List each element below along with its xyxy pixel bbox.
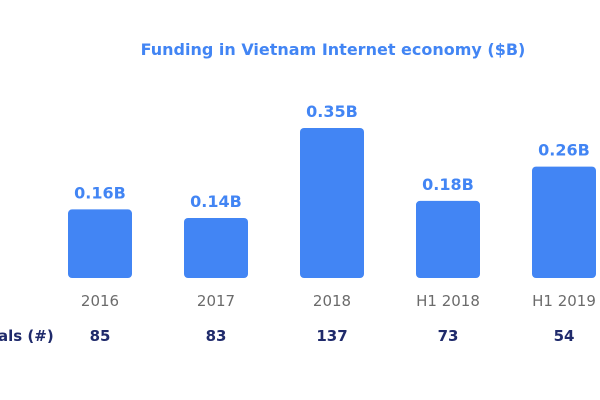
bar-1 (184, 218, 248, 278)
data-label-4: 0.26B (538, 141, 590, 160)
data-labels-group: 0.16B 0.14B 0.35B 0.18B 0.26B (74, 102, 590, 211)
bars-group (68, 128, 596, 278)
deals-value-3: 73 (438, 327, 459, 345)
data-label-1: 0.14B (190, 192, 242, 211)
bar-0 (68, 209, 132, 278)
x-tick-label-2: 2018 (313, 292, 351, 310)
deals-row-label: als (#) (0, 327, 54, 345)
x-tick-label-0: 2016 (81, 292, 119, 310)
x-tick-labels-group: 2016 2017 2018 H1 2018 H1 2019 (81, 292, 596, 310)
x-tick-label-4: H1 2019 (532, 292, 596, 310)
x-tick-label-1: 2017 (197, 292, 235, 310)
data-label-2: 0.35B (306, 102, 358, 121)
deals-value-0: 85 (90, 327, 111, 345)
data-label-3: 0.18B (422, 175, 474, 194)
x-tick-label-3: H1 2018 (416, 292, 480, 310)
bar-4 (532, 166, 596, 278)
deals-values-group: 85 83 137 73 54 (90, 327, 575, 345)
deals-value-1: 83 (206, 327, 227, 345)
bar-2 (300, 128, 364, 278)
deals-value-4: 54 (554, 327, 575, 345)
bar-3 (416, 200, 480, 278)
deals-value-2: 137 (316, 327, 347, 345)
chart-title: Funding in Vietnam Internet economy ($B) (141, 40, 526, 59)
data-label-0: 0.16B (74, 183, 126, 202)
